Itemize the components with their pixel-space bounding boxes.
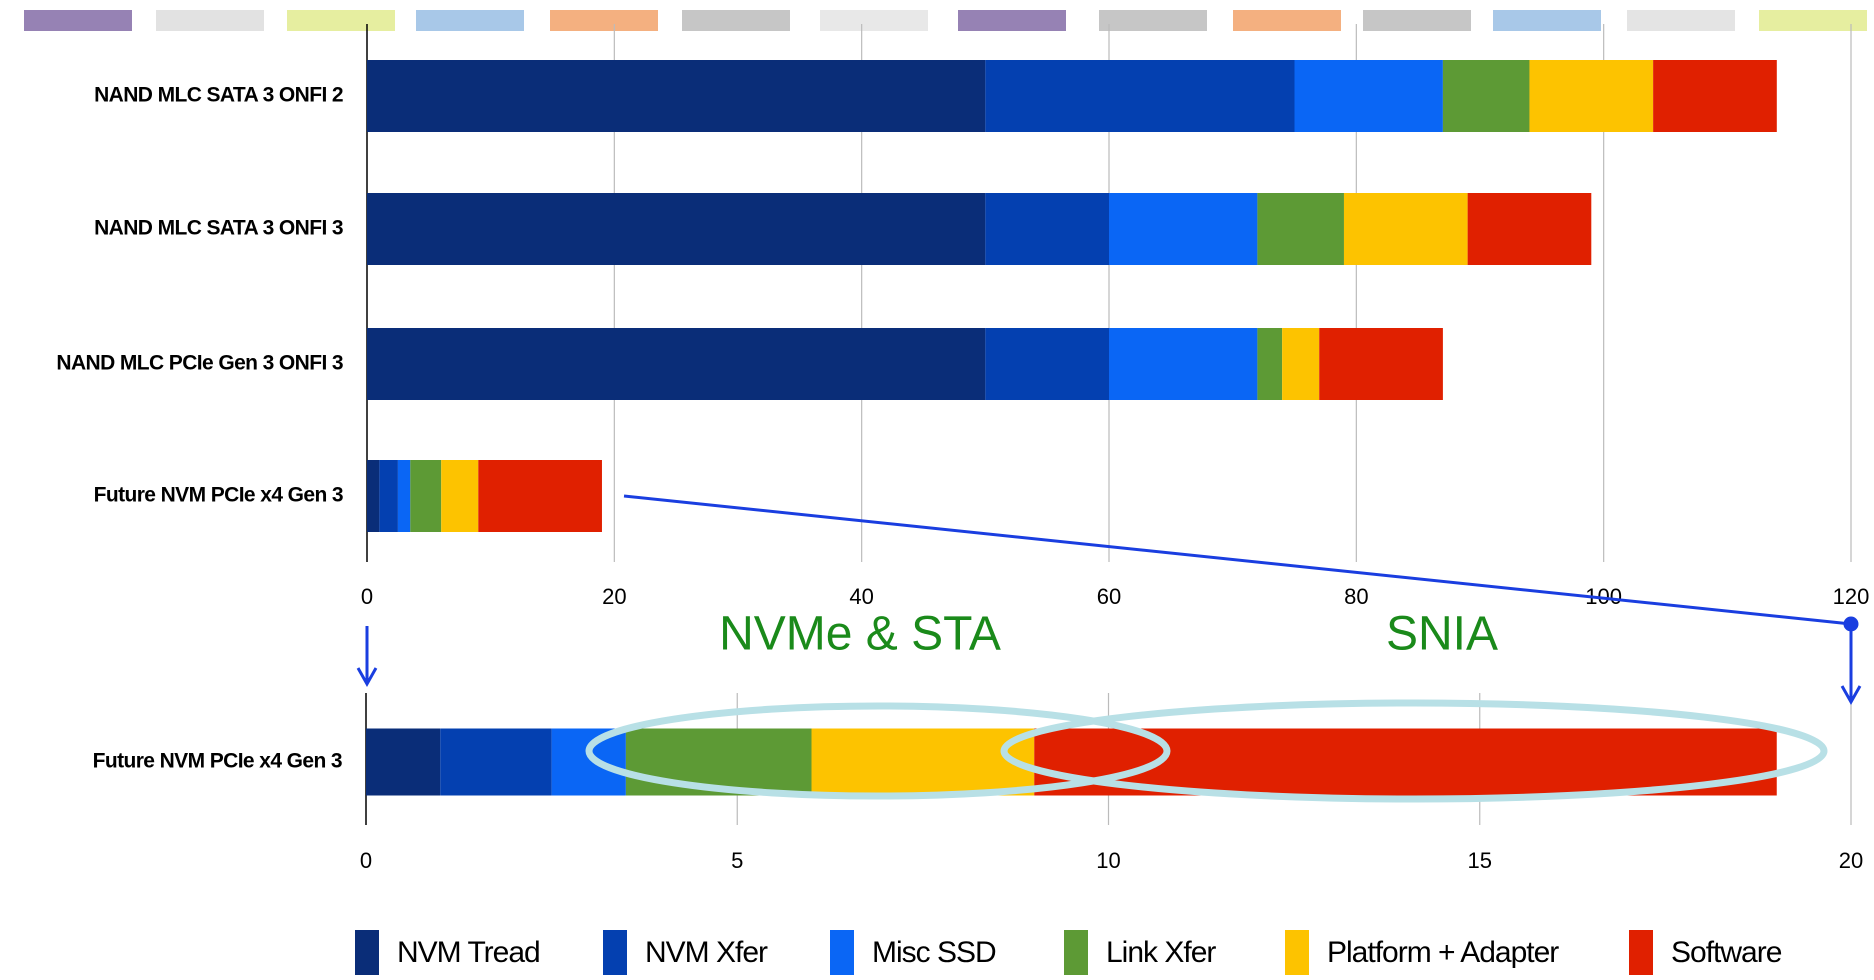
x-tick-label: 15 <box>1468 848 1492 873</box>
bar-segment <box>1294 60 1443 132</box>
bar-segment <box>1257 193 1344 265</box>
bar-segment <box>367 60 986 132</box>
x-tick-label: 20 <box>1839 848 1863 873</box>
bar-segment <box>1109 193 1258 265</box>
connectors <box>356 494 1862 706</box>
x-tick-label: 80 <box>1344 584 1368 609</box>
category-label: NAND MLC SATA 3 ONFI 3 <box>94 217 343 240</box>
legend-swatch <box>1285 930 1309 975</box>
bar-segment <box>1257 328 1283 400</box>
bar-segment <box>1442 60 1530 132</box>
bar-segment <box>551 728 626 796</box>
x-tick-label: 10 <box>1096 848 1120 873</box>
bar-segment <box>440 728 552 796</box>
decor-strip <box>24 10 1867 31</box>
legend-swatch <box>1064 930 1088 975</box>
legend-swatch <box>355 930 379 975</box>
x-tick-label: 40 <box>849 584 873 609</box>
x-tick-label: 0 <box>361 584 373 609</box>
x-tick-label: 60 <box>1097 584 1121 609</box>
legend-label: Software <box>1671 936 1782 969</box>
category-label: Future NVM PCIe x4 Gen 3 <box>93 750 342 773</box>
legend: NVM Tread NVM Xfer Misc SSD Link Xfer Platfo… <box>355 930 1783 975</box>
x-tick-label: 20 <box>602 584 626 609</box>
bar-segment <box>410 460 442 532</box>
category-label: NAND MLC SATA 3 ONFI 2 <box>94 84 343 107</box>
legend-label: NVM Xfer <box>645 936 768 969</box>
bar-segment <box>367 193 986 265</box>
annotation: SNIA <box>1386 608 1498 661</box>
bar-segment <box>1319 328 1443 400</box>
bar-segment <box>367 328 986 400</box>
legend-label: NVM Tread <box>397 936 540 969</box>
bar-segment <box>1343 193 1468 265</box>
x-tick-label: 5 <box>731 848 743 873</box>
x-tick-label: 120 <box>1833 584 1870 609</box>
bar-segment <box>1467 193 1592 265</box>
legend-swatch <box>603 930 627 975</box>
bar-segment <box>379 460 398 532</box>
category-label: Future NVM PCIe x4 Gen 3 <box>94 484 343 507</box>
bar-segment <box>985 60 1295 132</box>
bar-segment <box>1653 60 1777 132</box>
bar-segment <box>441 460 479 532</box>
bar-segment <box>985 328 1109 400</box>
legend-label: Misc SSD <box>872 936 996 969</box>
bar-segment <box>811 728 1035 796</box>
ellipses <box>585 699 1828 803</box>
bottom-chart: 0 5 10 15 20 Future NVM PCIe x4 Gen 3 NVMe & S… <box>93 608 1864 873</box>
bar-segment <box>625 728 812 796</box>
bar-segment <box>1529 60 1654 132</box>
x-tick-label: 0 <box>360 848 372 873</box>
legend-label: Link Xfer <box>1106 936 1216 969</box>
bar-segment <box>366 728 441 796</box>
legend-swatch <box>830 930 854 975</box>
legend-label: Platform + Adapter <box>1327 936 1559 969</box>
legend-swatch <box>1629 930 1653 975</box>
annotation: NVMe & STA <box>719 608 1001 661</box>
bar-segment <box>478 460 602 532</box>
bar-segment <box>367 460 380 532</box>
category-label: NAND MLC PCIe Gen 3 ONFI 3 <box>56 352 343 375</box>
bar-segment <box>1109 328 1258 400</box>
bar-segment <box>1282 328 1320 400</box>
bar-segment <box>985 193 1109 265</box>
bar-segment <box>397 460 411 532</box>
